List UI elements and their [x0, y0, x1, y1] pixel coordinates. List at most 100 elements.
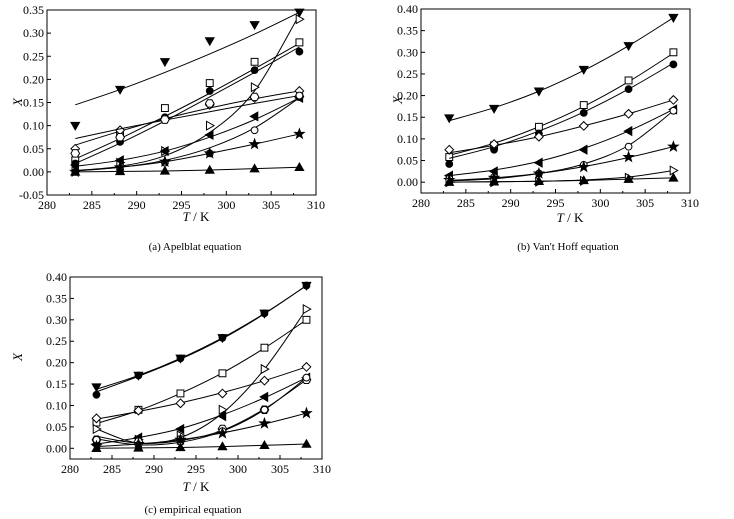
- data-point: [295, 38, 304, 47]
- data-point: [445, 160, 454, 168]
- data-point: [444, 176, 455, 186]
- x-tick-label: 290: [145, 462, 163, 476]
- data-point: [250, 66, 259, 75]
- data-point: [115, 132, 125, 142]
- data-point: [533, 131, 544, 142]
- data-point: [204, 37, 215, 47]
- data-point: [301, 438, 312, 448]
- data-point: [160, 104, 169, 112]
- data-point: [92, 423, 102, 435]
- data-point: [175, 398, 186, 409]
- fit-curve: [96, 377, 307, 445]
- y-tick-label: 0.00: [46, 441, 67, 455]
- data-point: [488, 176, 500, 186]
- data-point: [204, 99, 215, 108]
- data-point: [623, 108, 634, 119]
- data-point: [295, 47, 304, 56]
- data-point: [249, 111, 259, 122]
- fit-curve: [96, 285, 307, 393]
- fit-curve: [75, 166, 300, 173]
- data-point: [203, 146, 216, 159]
- data-point: [159, 165, 171, 175]
- data-point: [302, 281, 311, 290]
- data-point: [669, 48, 678, 57]
- data-point: [623, 125, 633, 137]
- y-tick-label: 0.40: [397, 2, 418, 16]
- fit-curve: [75, 90, 300, 146]
- data-point: [293, 127, 306, 140]
- x-axis-label: T / K: [183, 209, 210, 224]
- x-tick-label: 290: [128, 198, 146, 212]
- y-tick-label: 0.15: [397, 110, 418, 124]
- fit-curve: [96, 379, 307, 444]
- fit-curve: [75, 97, 300, 167]
- y-axis-label: X: [390, 95, 405, 105]
- caption-c: (c) empirical equation: [144, 504, 242, 516]
- series-open-circle: [445, 106, 678, 183]
- x-tick-label: 310: [313, 462, 331, 476]
- x-tick-label: 285: [83, 198, 101, 212]
- data-point: [444, 114, 455, 124]
- x-tick-label: 280: [38, 198, 56, 212]
- data-point: [250, 57, 259, 66]
- y-tick-label: -0.05: [19, 188, 44, 202]
- data-point: [91, 413, 102, 424]
- data-point: [160, 115, 170, 124]
- x-tick-label: 280: [61, 462, 79, 476]
- fit-curve: [75, 133, 300, 172]
- y-tick-label: 0.25: [23, 49, 44, 63]
- data-point: [578, 120, 589, 131]
- data-point: [175, 423, 185, 435]
- series-down-triangle-filled: [70, 8, 305, 131]
- x-tick-label: 290: [502, 196, 520, 210]
- data-point: [250, 82, 260, 93]
- data-point: [578, 65, 589, 75]
- fit-curve: [96, 443, 307, 449]
- data-point: [217, 411, 227, 422]
- data-point: [302, 303, 312, 315]
- series-up-triangle-filled: [70, 161, 305, 176]
- data-point: [258, 416, 271, 429]
- data-point: [579, 101, 588, 110]
- plot-frame: [420, 8, 691, 194]
- data-point: [218, 333, 227, 342]
- data-point: [579, 109, 588, 117]
- data-point: [133, 405, 144, 416]
- plot-frame: [46, 9, 317, 196]
- x-tick-label: 310: [681, 196, 699, 210]
- data-point: [249, 163, 260, 173]
- series-open-diamond: [70, 85, 305, 154]
- y-tick-label: 0.35: [23, 3, 44, 17]
- fit-curve: [96, 285, 307, 390]
- x-tick-label: 285: [103, 462, 121, 476]
- data-point: [134, 371, 143, 380]
- y-tick-label: 0.15: [23, 96, 44, 110]
- series-open-diamond: [91, 361, 312, 424]
- data-point: [248, 137, 261, 150]
- series-open-hexagon: [91, 375, 312, 447]
- data-point: [259, 439, 270, 450]
- data-point: [624, 85, 633, 93]
- chart-panel-a: 280 285 290 295 300 305 310 -0.05 0.00 0.05 0.10 0.…: [10, 3, 325, 224]
- x-tick-label: 280: [412, 196, 430, 210]
- data-point: [205, 79, 214, 88]
- x-axis-label: T / K: [183, 479, 210, 494]
- x-tick-label: 305: [271, 462, 289, 476]
- data-point: [218, 369, 227, 378]
- series-down-triangle-filled: [444, 13, 679, 124]
- caption-a: (a) Apelblat equation: [149, 241, 242, 253]
- fit-curve: [449, 110, 674, 182]
- caption-b: (b) Van't Hoff equation: [517, 241, 619, 253]
- y-tick-label: 0.00: [23, 165, 44, 179]
- data-point: [91, 442, 102, 453]
- data-point: [444, 144, 455, 155]
- series-open-diamond: [444, 94, 679, 155]
- fit-curve: [449, 52, 674, 156]
- y-tick-label: 0.25: [46, 334, 67, 348]
- data-point: [488, 104, 500, 114]
- fit-curve: [449, 177, 674, 183]
- fit-curve: [449, 62, 674, 159]
- series-filled-circle: [92, 281, 311, 399]
- data-point: [159, 58, 171, 68]
